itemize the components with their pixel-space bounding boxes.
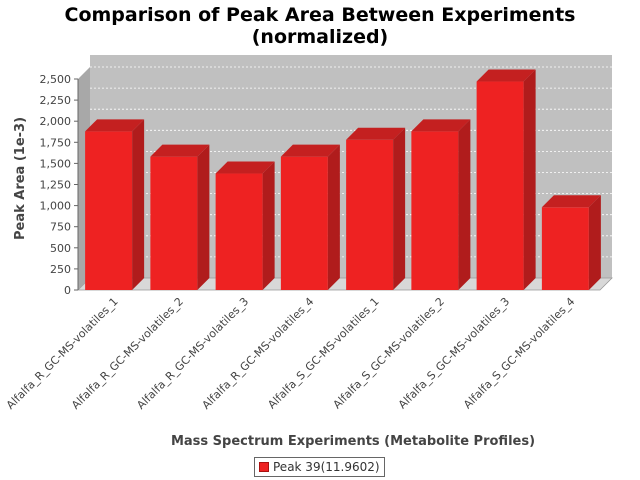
y-axis-label: Peak Area (1e-3) [13, 117, 28, 240]
y-tick-label: 2,500 [40, 73, 72, 86]
bar-top [346, 127, 406, 140]
chart-title-line-1: Comparison of Peak Area Between Experime… [64, 4, 576, 26]
bar-side [393, 127, 406, 290]
x-tick-label: Alfalfa_S_GC-MS-volatiles_4 [461, 295, 577, 411]
bar [476, 81, 524, 290]
y-tick-label: 1,250 [40, 179, 72, 192]
bar [150, 156, 198, 290]
legend-label: Peak 39(11.9602) [273, 460, 380, 474]
y-tick-label: 250 [50, 263, 71, 276]
y-tick-label: 500 [50, 242, 71, 255]
bar-side [132, 119, 145, 290]
legend: Peak 39(11.9602) [254, 457, 385, 477]
legend-swatch [259, 462, 269, 472]
bar-side [327, 144, 340, 290]
bar-side [523, 69, 536, 290]
bar-top [541, 195, 601, 208]
x-tick-label: Alfalfa_R_GC-MS-volatiles_3 [134, 295, 251, 412]
x-axis-label: Mass Spectrum Experiments (Metabolite Pr… [171, 434, 535, 449]
x-tick-label: Alfalfa_S_GC-MS-volatiles_2 [331, 295, 447, 411]
bar-top [150, 144, 210, 157]
bar-side [458, 119, 471, 290]
x-tick-label: Alfalfa_R_GC-MS-volatiles_4 [200, 295, 317, 412]
bar [280, 156, 328, 290]
x-tick-label: Alfalfa_R_GC-MS-volatiles_1 [4, 295, 121, 412]
bar-side [262, 161, 275, 290]
bar-top [280, 144, 340, 157]
bar-side [588, 195, 601, 290]
bar [215, 173, 263, 290]
bar-top [476, 69, 536, 82]
y-tick-label: 0 [64, 284, 71, 297]
y-tick-label: 750 [50, 221, 71, 234]
y-tick-label: 1,000 [40, 200, 72, 213]
y-tick-label: 1,750 [40, 136, 72, 149]
bar [85, 131, 133, 290]
x-tick-label: Alfalfa_S_GC-MS-volatiles_1 [265, 295, 381, 411]
x-tick-label: Alfalfa_R_GC-MS-volatiles_2 [69, 295, 186, 412]
bar [541, 207, 589, 290]
bar-top [85, 119, 145, 132]
bar [346, 139, 394, 290]
bar-top [215, 161, 275, 174]
bar-side [197, 144, 210, 290]
y-tick-label: 2,250 [40, 94, 72, 107]
chart-title-line-2: (normalized) [251, 26, 389, 48]
x-tick-label: Alfalfa_S_GC-MS-volatiles_3 [396, 295, 512, 411]
bar-top [411, 119, 471, 132]
y-tick-label: 2,000 [40, 115, 72, 128]
y-tick-label: 1,500 [40, 157, 72, 170]
bar [411, 131, 459, 290]
